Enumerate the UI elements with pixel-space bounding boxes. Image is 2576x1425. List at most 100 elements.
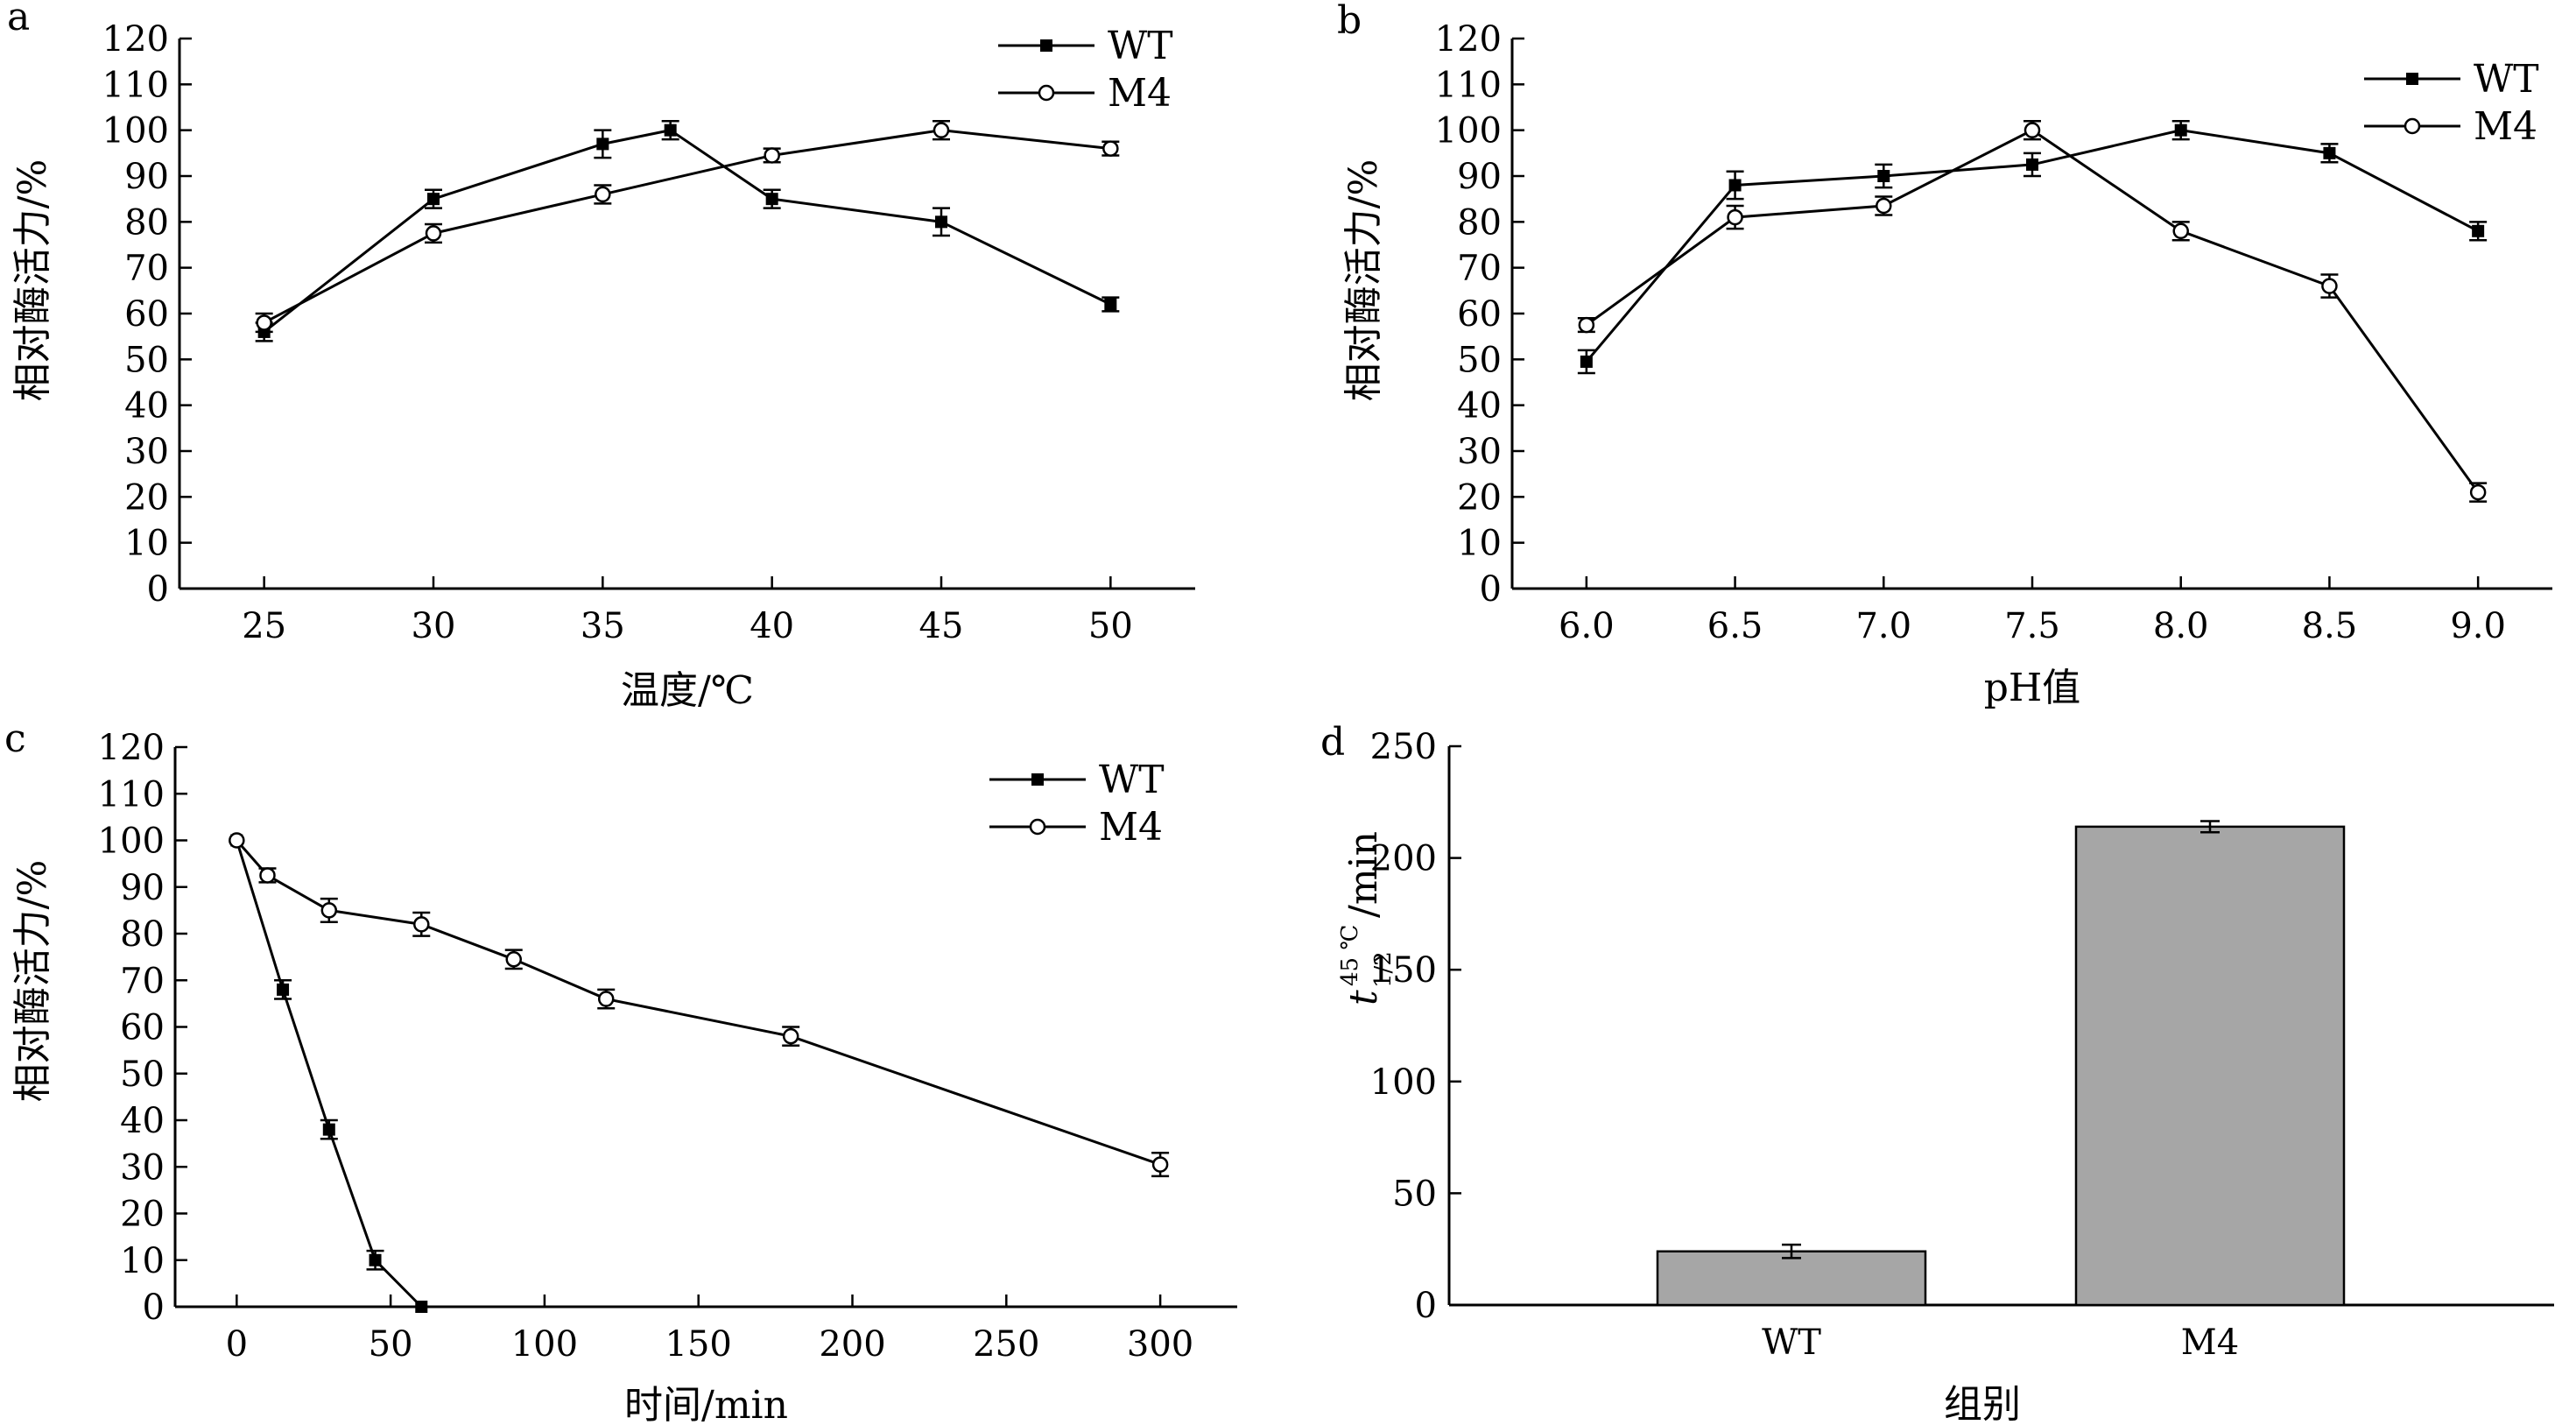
data-point-marker (2174, 123, 2187, 137)
x-tick-label: 45 (919, 606, 964, 646)
y-tick-label: 70 (124, 249, 169, 289)
data-point-marker (2469, 483, 2487, 501)
x-tick-label: WT (1762, 1323, 1821, 1363)
data-point-marker (1151, 1156, 1169, 1173)
y-tick-label: 200 (1370, 839, 1437, 879)
y-axis-title: t 45 ℃ 1/2/min (1337, 831, 1397, 1005)
panel-letter: a (7, 0, 30, 39)
data-point-marker (1876, 197, 1892, 215)
data-point-marker (259, 867, 276, 884)
data-point-marker (764, 147, 780, 164)
y-tick-label: 90 (124, 157, 169, 197)
x-tick-label: 200 (819, 1324, 885, 1365)
data-point-marker (2472, 224, 2485, 237)
x-tick-label: 50 (369, 1324, 413, 1365)
y-tick-label: 150 (1370, 950, 1437, 991)
y-tick-label: 110 (98, 774, 165, 815)
series-wt (255, 119, 1120, 342)
data-point-marker (597, 991, 615, 1007)
y-tick-label: 40 (1457, 386, 1502, 427)
data-point-marker (2023, 122, 2041, 138)
data-point-marker (595, 186, 611, 203)
y-tick-label: 20 (120, 1195, 165, 1235)
data-point-marker (369, 1253, 382, 1266)
y-tick-label: 120 (102, 19, 169, 60)
series-line-m4 (263, 129, 1111, 324)
data-point-marker (1728, 179, 1742, 192)
y-tick-label: 40 (124, 386, 169, 427)
y-tick-label: 0 (147, 569, 169, 610)
y-tick-label: 80 (1457, 202, 1502, 243)
y-tick-label: 50 (1457, 340, 1502, 380)
data-point-marker (782, 1027, 799, 1045)
data-point-marker (2321, 278, 2338, 294)
legend-marker (1029, 818, 1046, 836)
y-tick-label: 50 (124, 340, 169, 380)
y-tick-label: 60 (124, 294, 169, 335)
data-point-marker (427, 193, 440, 206)
y-tick-label: 20 (124, 477, 169, 518)
y-tick-label: 10 (120, 1241, 165, 1281)
y-tick-label: 60 (1457, 294, 1502, 335)
series-line-wt (263, 129, 1111, 334)
y-tick-label: 110 (1435, 65, 1502, 105)
data-point-marker (320, 902, 338, 919)
x-tick-label: 6.0 (1559, 606, 1615, 646)
data-point-marker (935, 215, 947, 229)
data-point-marker (2026, 158, 2038, 171)
y-tick-label: 20 (1457, 477, 1502, 518)
y-tick-label: 90 (120, 868, 165, 908)
x-tick-label: 7.5 (2004, 606, 2060, 646)
data-point-marker (425, 225, 442, 242)
data-point-marker (2172, 222, 2189, 240)
data-point-marker (1104, 298, 1117, 311)
x-tick-label: 35 (581, 606, 625, 646)
legend-marker (2406, 73, 2418, 85)
y-tick-label: 0 (1415, 1286, 1437, 1326)
data-point-marker (765, 193, 778, 206)
y-tick-label: 100 (1435, 111, 1502, 152)
y-tick-label: 10 (1457, 524, 1502, 564)
y-tick-label: 30 (1457, 432, 1502, 472)
series-line-m4 (1585, 128, 2480, 493)
data-point-marker (2323, 146, 2336, 159)
y-axis-title: 相对酶活力/% (11, 860, 55, 1103)
series-m4 (255, 119, 1120, 334)
y-tick-label: 10 (124, 524, 169, 564)
y-tick-label: 0 (1480, 569, 1502, 610)
y-tick-label: 80 (120, 914, 165, 955)
y-tick-label: 50 (1392, 1174, 1437, 1214)
x-axis-title: 温度/℃ (621, 668, 754, 713)
data-point-marker (413, 916, 430, 933)
chart-panel-d: d 0 50 100 150 200 250 WT M4 组别 t 45 ℃ 1/2/min (1320, 720, 2554, 1425)
y-axis-title: 相对酶活力/% (1341, 159, 1386, 402)
data-point-marker (1580, 355, 1593, 368)
y-tick-label: 100 (98, 822, 165, 862)
y-tick-label: 70 (120, 961, 165, 1001)
series-wt (1577, 119, 2488, 375)
data-point-marker (1877, 170, 1890, 182)
legend-label: M4 (1099, 805, 1163, 850)
y-tick-label: 30 (120, 1147, 165, 1188)
panel-letter: c (4, 716, 26, 761)
series-line-m4 (236, 839, 1161, 1167)
data-point-marker (229, 832, 245, 849)
y-tick-label: 50 (120, 1055, 165, 1095)
y-tick-label: 60 (120, 1008, 165, 1048)
data-point-marker (256, 314, 272, 331)
data-point-marker (277, 983, 290, 996)
y-tick-label: 30 (124, 432, 169, 472)
x-tick-label: 8.5 (2302, 606, 2358, 646)
bar-wt (1656, 1250, 1927, 1307)
y-axis-title: 相对酶活力/% (11, 159, 55, 402)
y-axis-title-sub: 1/2 (1370, 951, 1397, 988)
y-tick-label: 80 (124, 202, 169, 243)
series-m4 (229, 832, 1170, 1178)
data-point-marker (505, 951, 523, 968)
y-tick-label: 100 (1370, 1062, 1437, 1103)
y-tick-label: 120 (1435, 19, 1502, 60)
x-tick-label: 150 (665, 1324, 732, 1365)
legend-marker (1031, 773, 1044, 786)
